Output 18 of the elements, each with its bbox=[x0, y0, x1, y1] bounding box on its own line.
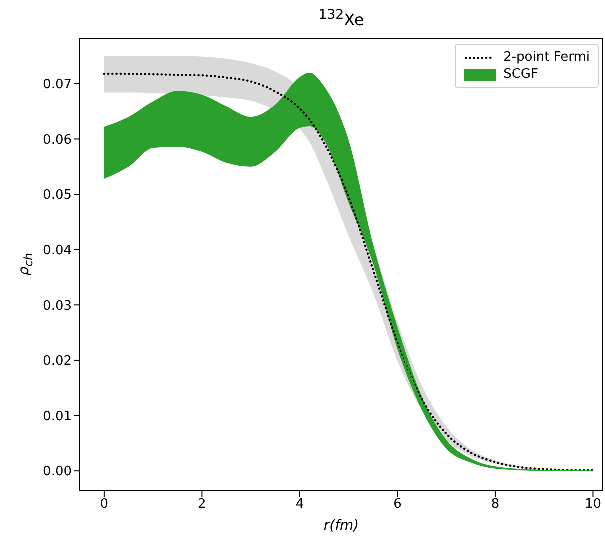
x-tick-label: 8 bbox=[491, 497, 500, 512]
y-tick-label: 0.07 bbox=[43, 78, 72, 93]
y-tick-label: 0.04 bbox=[43, 243, 72, 258]
y-tick-label: 0.01 bbox=[43, 409, 72, 424]
x-axis-title: r(fm) bbox=[322, 518, 360, 534]
x-tick-label: 6 bbox=[394, 497, 402, 512]
x-tick-label: 0 bbox=[100, 497, 109, 512]
y-tick-label: 0.03 bbox=[43, 298, 72, 314]
chart-title: $^{132}$Xe bbox=[318, 8, 366, 30]
y-tick-label: 0.06 bbox=[43, 132, 72, 148]
y-tick-label: 0.02 bbox=[43, 354, 72, 370]
x-tick-label: 2 bbox=[198, 497, 206, 512]
legend-label: SCGF bbox=[504, 67, 538, 82]
x-tick-label: 4 bbox=[296, 497, 304, 512]
y-tick-label: 0.05 bbox=[43, 188, 72, 204]
legend-label: 2-point Fermi bbox=[504, 50, 590, 65]
x-tick-label: 10 bbox=[584, 497, 602, 512]
y-tick-label: 0.00 bbox=[43, 464, 72, 480]
